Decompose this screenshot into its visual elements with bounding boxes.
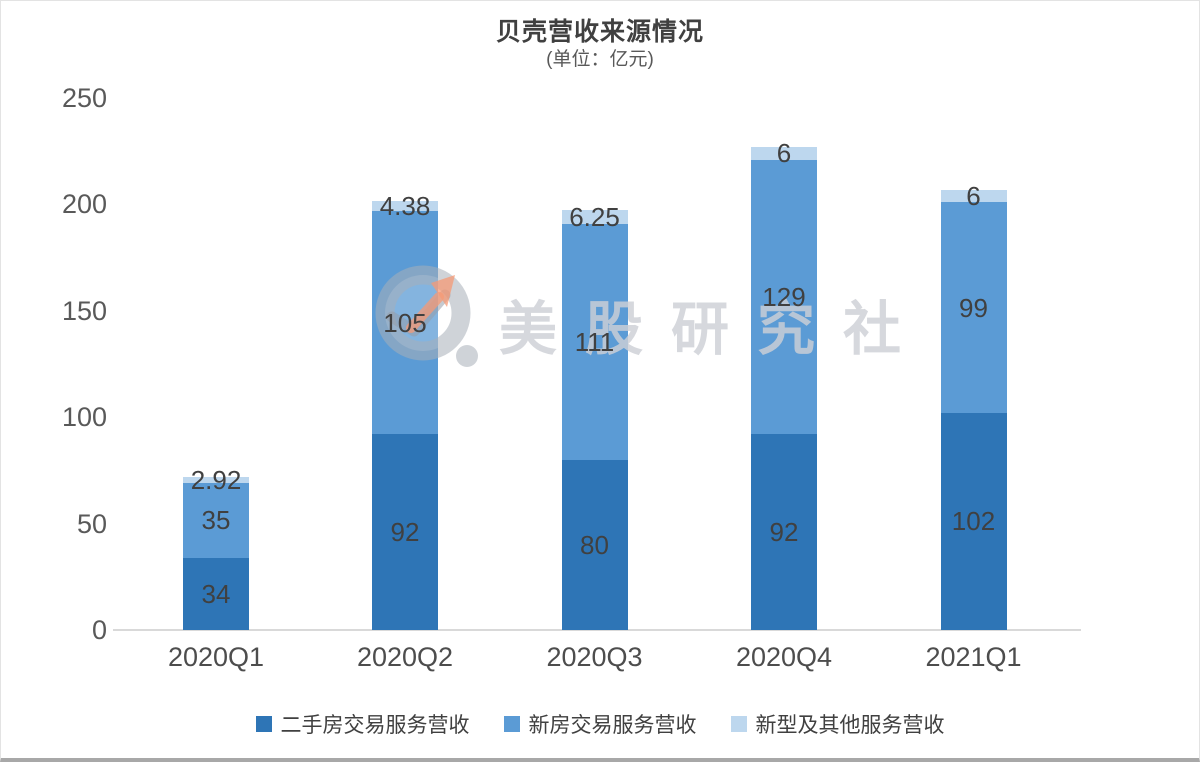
bar-segment-label: 80 [580,529,609,560]
legend-swatch [730,716,747,732]
bar-segment-label: 6 [966,180,981,211]
y-axis-tick: 100 [61,402,107,433]
legend-label: 二手房交易服务营收 [280,714,470,737]
legend-item: 新房交易服务营收 [503,709,697,739]
bar-segment [940,412,1007,630]
y-axis-tick: 150 [61,295,107,326]
legend-item: 二手房交易服务营收 [255,709,470,739]
bar-segment [561,223,628,460]
legend-swatch [503,716,520,732]
bar-segment-label: 99 [959,292,988,323]
chart-title: 贝壳营收来源情况 [495,18,704,46]
bar-segment [751,159,817,435]
bar-segment [751,146,817,160]
x-axis-label: 2020Q1 [167,642,265,672]
legend-label: 新型及其他服务营收 [755,714,945,737]
x-axis-label: 2020Q3 [546,642,643,672]
bar-segment [751,434,817,630]
bar-segment [561,459,628,630]
bar-segment [183,483,249,558]
bar-segment-label: 102 [951,506,996,537]
bar-segment-label: 6 [776,138,792,169]
bar-segment-label: 92 [390,517,420,548]
x-axis-label: 2020Q4 [735,642,833,672]
bar-segment [940,189,1007,203]
y-axis-tick: 0 [91,615,107,645]
bar-segment-label: 105 [383,307,427,338]
bar-segment-label: 35 [201,505,231,536]
y-axis-tick: 50 [76,508,107,539]
bar-segment-label: 111 [574,326,615,357]
bar-segment-label: 4.38 [379,191,431,222]
bar-segment [561,210,628,224]
y-axis-tick: 200 [61,189,107,220]
legend-label: 新房交易服务营收 [528,714,697,737]
x-axis-label: 2021Q1 [925,642,1022,672]
bar-segment [183,476,249,484]
bar-segment-label: 2.92 [190,465,242,496]
y-axis-tick: 250 [61,83,107,113]
x-axis-line [113,629,1081,631]
legend-item: 新型及其他服务营收 [730,709,945,739]
bar-segment-label: 92 [769,517,799,548]
legend-swatch [255,716,272,732]
bar-segment-label: 6.25 [569,201,620,232]
x-axis-label: 2020Q2 [356,642,454,672]
bar-segment-label: 129 [762,281,806,312]
bar-segment [372,434,438,630]
bar-segment [183,557,249,630]
chart-subtitle: (单位：亿元) [546,49,654,70]
bar-segment-label: 34 [201,578,231,609]
bar-segment [940,202,1007,413]
bar-segment [372,201,438,211]
legend: 二手房交易服务营收 新房交易服务营收 新型及其他服务营收 [1,709,1199,739]
